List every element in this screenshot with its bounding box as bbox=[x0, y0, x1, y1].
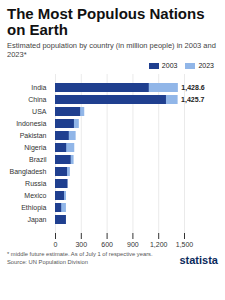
svg-text:Indonesia: Indonesia bbox=[16, 120, 46, 127]
svg-text:Nigeria: Nigeria bbox=[24, 144, 46, 152]
html-text:2023: 2023 bbox=[198, 62, 214, 69]
svg-text:USA: USA bbox=[32, 108, 47, 115]
svg-text:1,200: 1,200 bbox=[150, 241, 168, 248]
svg-text:1,428.6: 1,428.6 bbox=[181, 84, 204, 92]
svg-text:1,500: 1,500 bbox=[176, 241, 194, 248]
html-text:2003: 2003 bbox=[161, 62, 178, 69]
svg-text:300: 300 bbox=[75, 241, 87, 248]
svg-text:0: 0 bbox=[54, 241, 58, 248]
html-text:The Most Populous Nations on E: The Most Populous Nations on Earth bbox=[7, 5, 205, 38]
svg-text:Japan: Japan bbox=[27, 216, 46, 224]
svg-text:900: 900 bbox=[127, 241, 139, 248]
svg-text:Bangladesh: Bangladesh bbox=[10, 168, 47, 176]
svg-text:600: 600 bbox=[101, 241, 113, 248]
svg-text:Ethiopia: Ethiopia bbox=[21, 204, 46, 212]
svg-text:1,425.7: 1,425.7 bbox=[181, 96, 204, 104]
html-text:* middle future estimate. As o: * middle future estimate. As of July 1 o… bbox=[7, 251, 153, 257]
svg-text:Pakistan: Pakistan bbox=[20, 132, 47, 139]
svg-text:Brazil: Brazil bbox=[29, 156, 47, 163]
svg-text:China: China bbox=[28, 96, 46, 103]
html-text:Estimated population by countr: Estimated population by country (in mill… bbox=[7, 41, 216, 59]
svg-text:India: India bbox=[31, 84, 46, 91]
svg-text:Mexico: Mexico bbox=[24, 192, 46, 199]
svg-text:Russia: Russia bbox=[25, 180, 47, 187]
html-text:Source: UN Population Division: Source: UN Population Division bbox=[7, 258, 88, 265]
html-text:statista: statista bbox=[179, 254, 218, 266]
